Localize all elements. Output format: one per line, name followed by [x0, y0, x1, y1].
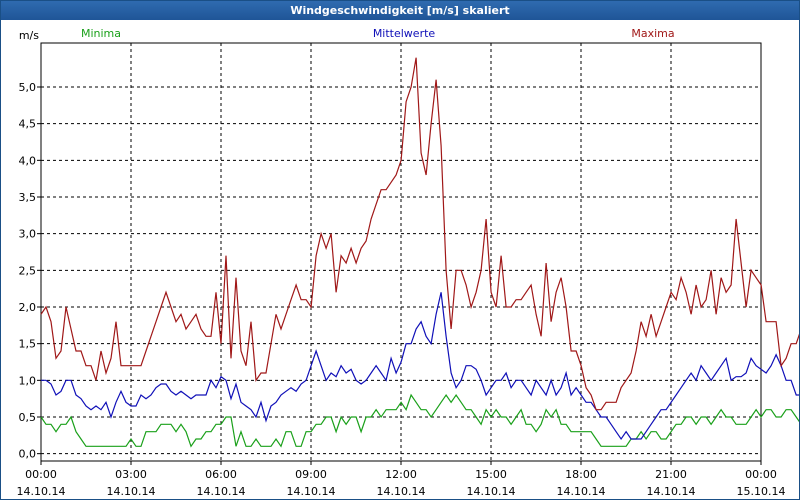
legend-maxima: Maxima	[631, 27, 674, 40]
x-tick-date: 14.10.14	[467, 485, 516, 498]
y-tick-label: 5,0	[19, 81, 37, 94]
x-tick-time: 09:00	[295, 468, 327, 481]
x-tick-time: 00:00	[745, 468, 777, 481]
y-tick-label: 4,5	[19, 118, 37, 131]
x-tick-date: 14.10.14	[557, 485, 606, 498]
y-axis-label: m/s	[19, 29, 39, 42]
legend-mittelwerte: Mittelwerte	[373, 27, 436, 40]
x-tick-time: 15:00	[475, 468, 507, 481]
grid	[41, 43, 761, 461]
series-line-minima	[40, 393, 799, 448]
y-tick-label: 0,5	[19, 411, 37, 424]
y-tick-label: 2,0	[19, 301, 37, 314]
plot-frame	[40, 42, 762, 462]
x-tick-date: 14.10.14	[17, 485, 66, 498]
y-tick-label: 1,5	[19, 338, 37, 351]
x-tick-date: 14.10.14	[287, 485, 336, 498]
y-tick-label: 2,5	[19, 264, 37, 277]
x-tick-time: 18:00	[565, 468, 597, 481]
y-tick-label: 3,0	[19, 228, 37, 241]
x-tick-time: 03:00	[115, 468, 147, 481]
x-tick-time: 21:00	[655, 468, 687, 481]
x-tick-time: 12:00	[385, 468, 417, 481]
y-tick-label: 3,5	[19, 191, 37, 204]
x-tick-date: 14.10.14	[107, 485, 156, 498]
x-tick-date: 14.10.14	[377, 485, 426, 498]
legend: Minima Mittelwerte Maxima	[81, 27, 675, 40]
y-tick-label: 1,0	[19, 374, 37, 387]
x-tick-date: 14.10.14	[647, 485, 696, 498]
x-tick-date: 14.10.14	[197, 485, 246, 498]
axes: 0,0 0,5 1,0 1,5 2,0 2,5 3,0 3,5 4,0 4,5 5,0 00:00 14…	[17, 29, 786, 498]
series-line-mittelwerte	[41, 292, 799, 441]
x-tick-time: 06:00	[205, 468, 237, 481]
chart-canvas: 0,0 0,5 1,0 1,5 2,0 2,5 3,0 3,5 4,0 4,5 5,0 00:00 14…	[17, 27, 799, 498]
y-tick-label: 4,0	[19, 154, 37, 167]
y-tick-label: 0,0	[19, 448, 37, 461]
legend-minima: Minima	[81, 27, 121, 40]
x-tick-date: 15.10.14	[737, 485, 786, 498]
chart-title: Windgeschwindigkeit [m/s] skaliert	[1, 1, 799, 20]
series	[40, 57, 799, 448]
x-tick-time: 00:00	[25, 468, 57, 481]
series-line-maxima	[40, 57, 799, 411]
